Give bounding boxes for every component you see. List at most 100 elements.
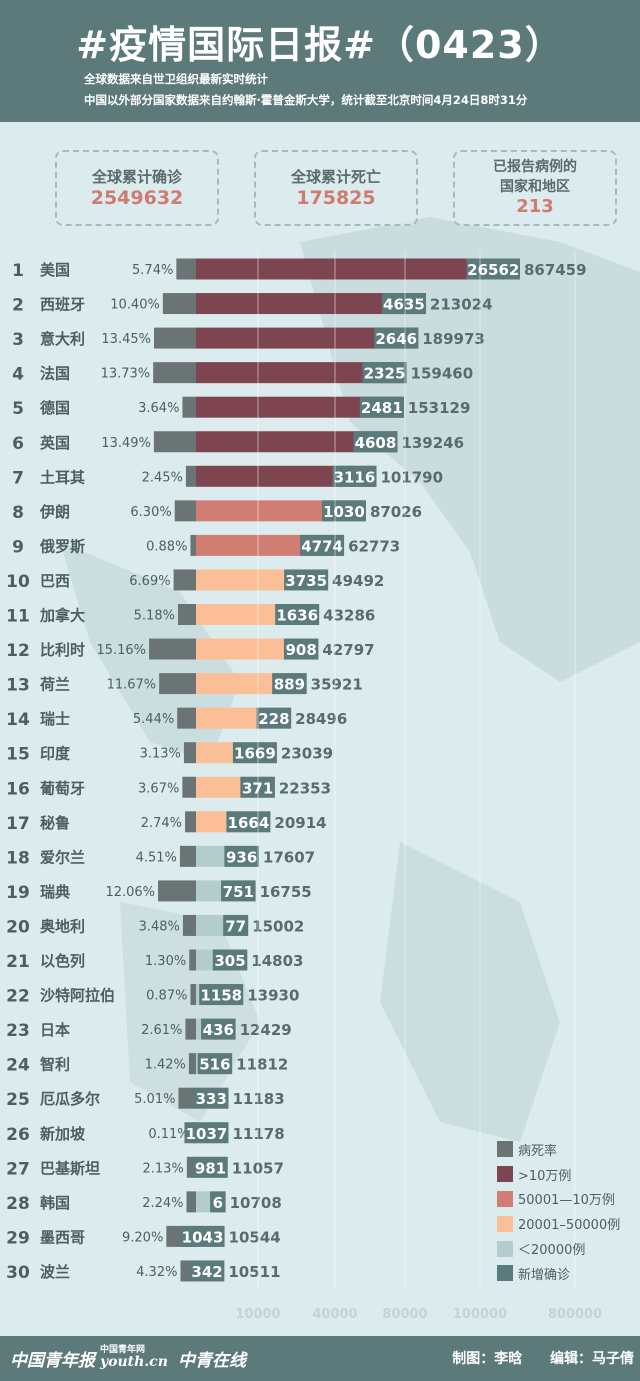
new-cases-label: 516 xyxy=(199,1056,230,1074)
rank-label: 27 xyxy=(6,1159,30,1179)
new-cases-label: 1636 xyxy=(276,607,318,625)
country-label: 秘鲁 xyxy=(40,814,70,832)
death-rate-label: 2.61% xyxy=(141,1023,182,1038)
death-rate-bar xyxy=(174,500,196,522)
rank-label: 3 xyxy=(12,330,24,350)
country-label: 以色列 xyxy=(40,952,85,970)
new-cases-bar xyxy=(221,880,256,902)
death-rate-bar xyxy=(185,1018,196,1040)
death-rate-label: 2.74% xyxy=(141,816,182,831)
new-cases-label: 342 xyxy=(191,1263,222,1281)
death-rate-bar xyxy=(182,776,196,798)
total-label: 11183 xyxy=(232,1090,284,1108)
country-label: 沙特阿拉伯 xyxy=(40,987,115,1005)
total-label: 49492 xyxy=(332,572,384,590)
rank-label: 28 xyxy=(6,1194,30,1214)
death-rate-label: 12.06% xyxy=(105,885,155,900)
death-rate-bar xyxy=(186,1191,196,1213)
new-cases-label: 4608 xyxy=(355,434,397,452)
deaths-value: 175825 xyxy=(296,187,376,209)
new-cases-label: 77 xyxy=(225,917,246,935)
new-cases-label: 2325 xyxy=(364,365,406,383)
legend-label: 新增确诊 xyxy=(518,1267,571,1283)
new-cases-bar xyxy=(197,1053,233,1075)
legend-swatch xyxy=(497,1166,513,1183)
legend-swatch xyxy=(497,1215,513,1232)
new-cases-label: 4635 xyxy=(383,296,425,314)
death-rate-bar xyxy=(182,914,196,936)
death-rate-label: 6.30% xyxy=(130,505,171,520)
total-bar xyxy=(196,465,377,487)
death-rate-bar xyxy=(190,534,196,556)
rank-label: 16 xyxy=(6,779,30,799)
new-cases-label: 333 xyxy=(196,1090,227,1108)
country-label: 法国 xyxy=(40,365,70,383)
rank-label: 26 xyxy=(6,1125,30,1145)
death-rate-label: 2.24% xyxy=(142,1196,183,1211)
new-cases-label: 1043 xyxy=(182,1228,224,1246)
death-rate-bar xyxy=(185,811,196,833)
rank-label: 24 xyxy=(6,1056,30,1076)
total-label: 10544 xyxy=(229,1228,281,1246)
total-label: 16755 xyxy=(260,883,312,901)
new-cases-label: 3735 xyxy=(285,572,327,590)
total-label: 10511 xyxy=(228,1263,280,1281)
new-cases-label: 981 xyxy=(195,1159,226,1177)
country-label: 土耳其 xyxy=(40,468,85,486)
death-rate-bar xyxy=(189,949,196,971)
death-rate-bar xyxy=(153,327,196,349)
rank-label: 30 xyxy=(6,1263,30,1283)
death-rate-label: 13.49% xyxy=(101,436,151,451)
rank-label: 1 xyxy=(12,261,24,281)
total-label: 35921 xyxy=(311,676,363,694)
legend-swatch xyxy=(497,1265,513,1282)
credit-editor: 编辑：马子倩 xyxy=(550,1351,634,1367)
death-rate-bar xyxy=(183,742,196,764)
new-cases-label: 26562 xyxy=(467,261,519,279)
total-label: 10708 xyxy=(230,1194,282,1212)
death-rate-bar xyxy=(153,362,196,384)
new-cases-bar xyxy=(224,845,259,867)
death-rate-label: 5.18% xyxy=(134,609,175,624)
new-cases-bar xyxy=(199,984,244,1006)
new-cases-label: 305 xyxy=(214,952,245,970)
total-label: 101790 xyxy=(380,468,443,486)
rank-label: 9 xyxy=(12,537,24,557)
country-label: 瑞士 xyxy=(40,710,70,728)
new-cases-label: 1664 xyxy=(228,814,270,832)
total-label: 42797 xyxy=(322,641,374,659)
new-cases-bar xyxy=(193,1156,228,1178)
death-rate-bar xyxy=(185,465,196,487)
country-label: 美国 xyxy=(40,261,70,279)
subtitle-note: 中国以外部分国家数据来自约翰斯·霍普金斯大学，统计截至北京时间4月24日8时31… xyxy=(84,93,528,107)
legend-swatch xyxy=(497,1190,513,1207)
new-cases-label: 1037 xyxy=(186,1125,228,1143)
rank-label: 20 xyxy=(6,917,30,937)
total-label: 28496 xyxy=(295,710,347,728)
new-cases-bar xyxy=(189,1260,225,1282)
page-title: #疫情国际日报#（0423） xyxy=(76,23,564,67)
confirmed-label: 全球累计确诊 xyxy=(91,168,182,186)
confirmed-card: 全球累计确诊 2549632 xyxy=(55,150,219,226)
countries-card: 已报告病例的 国家和地区 213 xyxy=(453,150,617,226)
country-label: 瑞典 xyxy=(40,883,70,901)
new-cases-bar xyxy=(232,742,277,764)
country-label: 波兰 xyxy=(40,1263,70,1281)
new-cases-bar xyxy=(362,362,407,384)
new-cases-label: 228 xyxy=(258,710,289,728)
total-label: 23039 xyxy=(281,745,333,763)
legend-item-death-rate: 病死率 xyxy=(497,1137,637,1162)
death-rate-label: 0.11% xyxy=(148,1127,189,1142)
legend-label: ＜20000例 xyxy=(518,1243,586,1259)
total-label: 20914 xyxy=(274,814,326,832)
country-label: 西班牙 xyxy=(40,296,85,314)
rank-label: 4 xyxy=(12,365,24,385)
death-rate-label: 6.69% xyxy=(129,574,170,589)
deaths-label: 全球累计死亡 xyxy=(290,168,381,186)
new-cases-bar xyxy=(272,673,307,695)
death-rate-label: 4.51% xyxy=(136,850,177,865)
rank-label: 7 xyxy=(12,468,24,488)
death-rate-label: 4.32% xyxy=(136,1265,177,1280)
total-bar xyxy=(196,431,398,453)
